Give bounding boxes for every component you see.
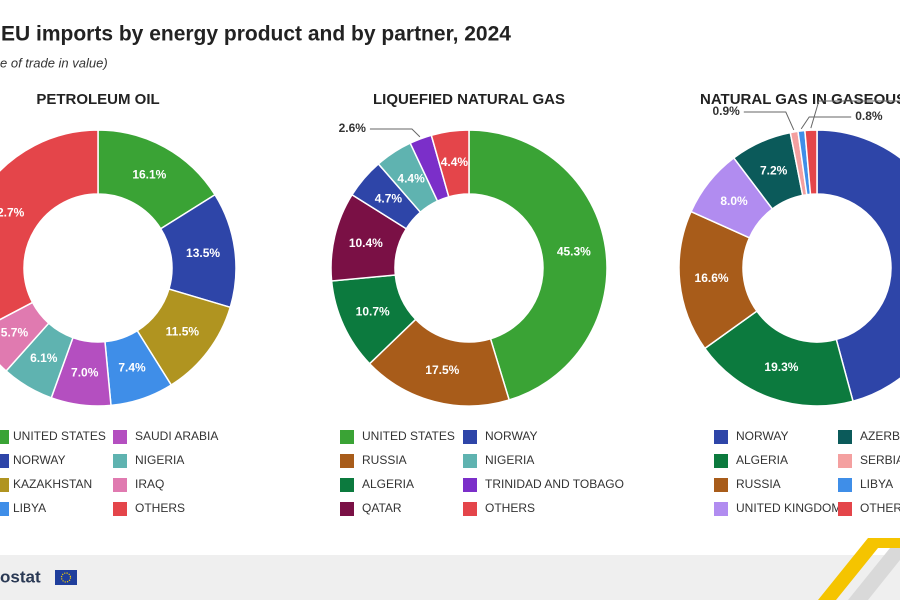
value-label: 10.7% [356, 304, 390, 318]
legend-label: TRINIDAD AND TOBAGO [485, 477, 624, 491]
donut-slice [468, 129, 608, 401]
donut-slice [804, 129, 818, 196]
leader-line [369, 128, 421, 138]
legend-label: NORWAY [736, 429, 788, 443]
legend-label: RUSSIA [736, 477, 781, 491]
legend-swatch [113, 454, 127, 468]
donut-slice [430, 129, 470, 198]
legend-swatch [838, 502, 852, 516]
legend-swatch [463, 454, 477, 468]
leader-line [810, 100, 900, 129]
legend-label: AZERBAIJAN [860, 429, 900, 443]
legend-swatch [0, 502, 9, 516]
value-label-outside: 2.6% [339, 121, 367, 135]
legend-swatch [714, 454, 728, 468]
leader-line [743, 111, 795, 131]
donut-slice [703, 310, 854, 407]
legend-label: QATAR [362, 501, 402, 515]
legend-swatch [838, 430, 852, 444]
value-label: 45.3% [557, 245, 591, 259]
legend-label: UNITED KINGDOM [736, 501, 841, 515]
legend-label: LIBYA [13, 501, 46, 515]
value-label-outside: 0.9% [712, 104, 740, 118]
chart-title: LIQUEFIED NATURAL GAS [373, 91, 565, 108]
legend-label: OTHERS [485, 501, 535, 515]
value-label: 4.4% [441, 155, 469, 169]
value-label: 4.7% [375, 191, 403, 205]
chart-title: PETROLEUM OIL [36, 91, 159, 108]
legend-label: SERBIA [860, 453, 900, 467]
value-label: 10.4% [349, 236, 383, 250]
donut-slice [0, 129, 99, 321]
legend-label: OTHERS [135, 501, 185, 515]
value-label: 4.4% [397, 171, 425, 185]
legend-label: NORWAY [485, 429, 537, 443]
legend-swatch [340, 478, 354, 492]
legend-label: ALGERIA [362, 477, 414, 491]
legend-swatch [463, 502, 477, 516]
legend-label: OTHERS [860, 501, 900, 515]
page-title: EU imports by energy product and by part… [1, 23, 511, 46]
legend-swatch [463, 478, 477, 492]
value-label: 13.5% [186, 246, 220, 260]
leader-line [800, 116, 852, 130]
legend-swatch [0, 430, 9, 444]
legend-swatch [838, 478, 852, 492]
eu-flag [55, 570, 77, 585]
legend-swatch [340, 430, 354, 444]
legend-label: UNITED STATES [362, 429, 455, 443]
legend-label: NORWAY [13, 453, 65, 467]
value-label: 32.7% [0, 205, 25, 219]
footer-bar [0, 555, 900, 600]
legend-swatch [113, 430, 127, 444]
donut-slice [816, 129, 900, 403]
value-label: 6.1% [30, 351, 58, 365]
legend-swatch [0, 478, 9, 492]
footer-logo: ostat [0, 567, 41, 586]
legend-swatch [113, 502, 127, 516]
eu-stars [60, 572, 72, 583]
legend-label: LIBYA [860, 477, 893, 491]
legend-swatch [714, 430, 728, 444]
legend-label: SAUDI ARABIA [135, 429, 218, 443]
legend-swatch [0, 454, 9, 468]
legend-label: RUSSIA [362, 453, 407, 467]
legend-swatch [340, 454, 354, 468]
value-label: 19.3% [764, 360, 798, 374]
value-label: 7.4% [118, 361, 146, 375]
legend-label: ALGERIA [736, 453, 788, 467]
legend-label: NIGERIA [135, 453, 184, 467]
legend-swatch [714, 478, 728, 492]
value-label-outside: 0.8% [855, 109, 883, 123]
legend-label: NIGERIA [485, 453, 534, 467]
chart-title: NATURAL GAS IN GASEOUS STATE [700, 91, 900, 108]
footer-stripe [818, 538, 900, 600]
donut-slice [0, 301, 50, 372]
footer-stripe-gray [848, 548, 900, 600]
legend-label: IRAQ [135, 477, 164, 491]
legend-swatch [340, 502, 354, 516]
value-label: 16.6% [695, 271, 729, 285]
legend-label: KAZAKHSTAN [13, 477, 92, 491]
legend-swatch [838, 454, 852, 468]
page-subtitle: e of trade in value) [0, 55, 108, 70]
legend-swatch [714, 502, 728, 516]
value-label: 7.0% [71, 365, 99, 379]
value-label: 8.0% [720, 194, 748, 208]
legend-swatch [463, 430, 477, 444]
value-label: 11.5% [166, 324, 200, 338]
legend-label: UNITED STATES [13, 429, 106, 443]
value-label: 7.2% [760, 163, 788, 177]
value-label: 16.1% [132, 167, 166, 181]
value-label: 5.7% [1, 325, 29, 339]
value-label: 17.5% [425, 363, 459, 377]
legend-swatch [113, 478, 127, 492]
